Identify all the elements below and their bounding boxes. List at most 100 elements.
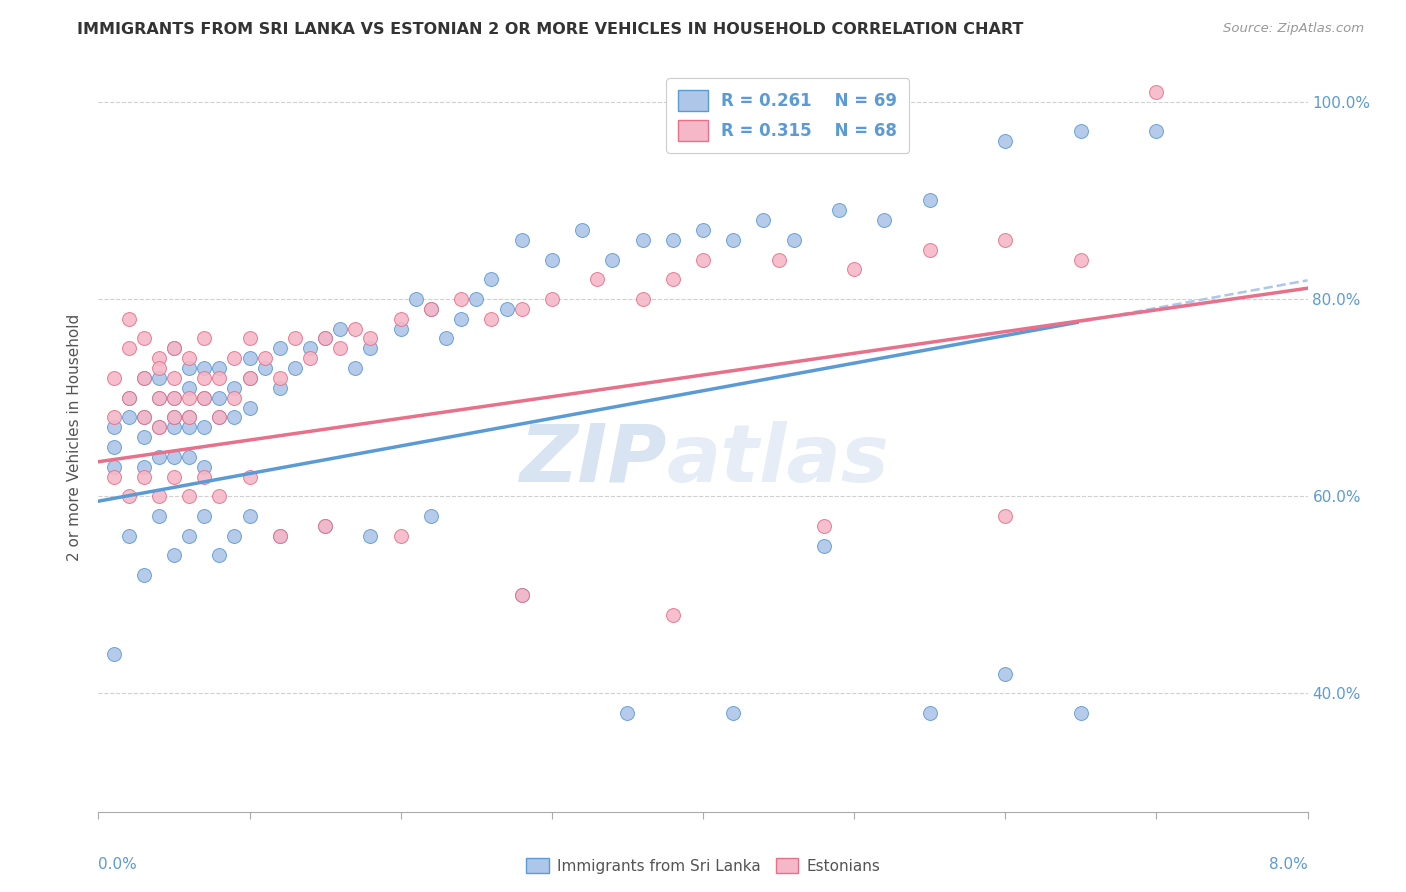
Point [420,301,443,316]
Legend: R = 0.261    N = 69, R = 0.315    N = 68: R = 0.261 N = 69, R = 0.315 N = 68 [666,78,908,153]
Point [179,489,201,503]
Point [239,331,262,345]
Point [148,420,170,434]
Point [420,508,443,523]
Point [163,391,186,405]
Point [132,410,155,425]
Point [193,420,215,434]
Point [420,301,443,316]
Text: atlas: atlas [666,420,890,499]
Point [239,508,262,523]
Point [179,529,201,543]
Point [118,311,141,326]
Point [405,292,427,306]
Point [132,371,155,385]
Point [360,331,382,345]
Point [299,342,322,356]
Point [148,371,170,385]
Point [510,588,533,602]
Point [344,321,367,335]
Point [571,223,593,237]
Point [540,292,562,306]
Point [269,371,291,385]
Point [103,420,125,434]
Text: 0.0%: 0.0% [98,856,138,871]
Point [132,331,155,345]
Point [103,410,125,425]
Point [208,489,231,503]
Point [132,410,155,425]
Point [360,529,382,543]
Point [118,489,141,503]
Point [918,706,941,720]
Point [208,371,231,385]
Point [269,529,291,543]
Point [631,233,654,247]
Point [768,252,790,267]
Point [103,459,125,474]
Point [813,539,835,553]
Point [510,301,533,316]
Point [163,469,186,483]
Point [723,706,745,720]
Point [692,223,714,237]
Point [752,213,775,227]
Y-axis label: 2 or more Vehicles in Household: 2 or more Vehicles in Household [67,313,83,561]
Point [602,252,624,267]
Point [132,459,155,474]
Point [994,134,1017,148]
Point [163,410,186,425]
Point [208,410,231,425]
Point [179,420,201,434]
Text: 8.0%: 8.0% [1268,856,1308,871]
Point [132,469,155,483]
Point [314,331,336,345]
Point [118,410,141,425]
Point [873,213,896,227]
Point [118,391,141,405]
Point [918,194,941,208]
Point [1146,85,1168,99]
Point [193,469,215,483]
Point [389,311,412,326]
Point [179,410,201,425]
Point [163,391,186,405]
Point [148,508,170,523]
Point [239,371,262,385]
Point [148,489,170,503]
Point [239,401,262,415]
Point [692,252,714,267]
Point [118,342,141,356]
Point [510,588,533,602]
Text: IMMIGRANTS FROM SRI LANKA VS ESTONIAN 2 OR MORE VEHICLES IN HOUSEHOLD CORRELATIO: IMMIGRANTS FROM SRI LANKA VS ESTONIAN 2 … [77,22,1024,37]
Point [193,391,215,405]
Point [495,301,517,316]
Point [1070,706,1092,720]
Point [163,420,186,434]
Point [179,450,201,464]
Point [163,342,186,356]
Point [239,469,262,483]
Point [132,568,155,582]
Point [631,292,654,306]
Point [179,351,201,366]
Point [661,272,683,286]
Point [239,371,262,385]
Point [193,371,215,385]
Point [148,420,170,434]
Text: Source: ZipAtlas.com: Source: ZipAtlas.com [1223,22,1364,36]
Point [269,342,291,356]
Point [148,391,170,405]
Text: ZIP: ZIP [519,420,666,499]
Point [193,331,215,345]
Legend: Immigrants from Sri Lanka, Estonians: Immigrants from Sri Lanka, Estonians [520,852,886,880]
Point [994,233,1017,247]
Point [148,361,170,376]
Point [844,262,866,277]
Point [224,410,246,425]
Point [661,607,683,622]
Point [1070,124,1092,138]
Point [224,391,246,405]
Point [103,469,125,483]
Point [253,361,276,376]
